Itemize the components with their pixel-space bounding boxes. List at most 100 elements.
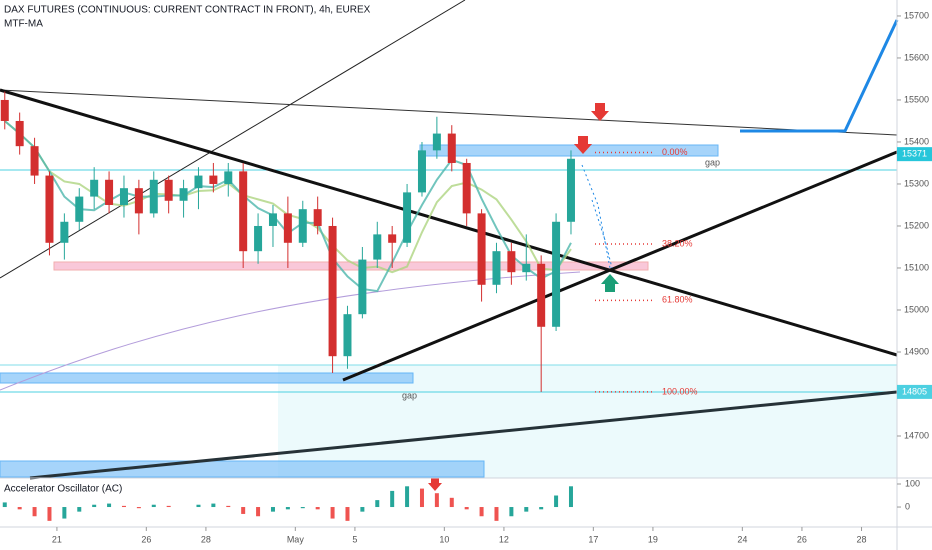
candle-body — [417, 150, 426, 193]
osc-bar — [77, 507, 82, 512]
osc-bar — [32, 507, 37, 517]
osc-bar — [375, 500, 380, 508]
candle-body — [537, 263, 546, 327]
osc-bar — [390, 490, 395, 508]
candle-body — [209, 175, 218, 184]
arrow-down — [428, 478, 442, 491]
trendline — [29, 390, 898, 480]
indicator-name: MTF-MA — [4, 19, 43, 30]
osc-bar — [419, 488, 424, 508]
osc-bar — [107, 503, 112, 508]
projection — [740, 19, 899, 133]
osc-bar — [434, 493, 439, 508]
y-tick-label: 15500 — [904, 94, 929, 104]
fib-label: 38.20% — [662, 238, 693, 248]
x-tick-label: 28 — [857, 534, 867, 544]
oscillator-title: Accelerator Oscillator (AC) — [4, 484, 122, 495]
zone — [0, 372, 414, 384]
trendline — [0, 89, 898, 136]
x-tick-label: May — [287, 534, 305, 544]
candle-body — [0, 99, 9, 121]
osc-bar — [360, 507, 365, 512]
candle-body — [358, 259, 367, 315]
y-tick-label: 15200 — [904, 220, 929, 230]
candle-body — [522, 263, 531, 273]
x-tick-label: 26 — [141, 534, 151, 544]
candle-body — [60, 221, 69, 243]
price-tag-label: 15371 — [902, 149, 927, 159]
trendline — [0, 0, 466, 279]
osc-bar — [166, 505, 171, 508]
candle-body — [105, 179, 114, 205]
osc-bar — [62, 507, 67, 519]
projection — [581, 164, 611, 269]
candle-body — [179, 188, 188, 201]
candle-body — [507, 251, 516, 273]
y-tick-label: 15600 — [904, 52, 929, 62]
arrow-down — [574, 136, 592, 154]
osc-bar — [449, 497, 454, 508]
y-tick-label: 14900 — [904, 346, 929, 356]
osc-bar — [405, 486, 410, 508]
osc-bar — [464, 507, 469, 510]
x-tick-label: 12 — [499, 534, 509, 544]
osc-bar — [47, 507, 52, 521]
candle-body — [15, 120, 24, 147]
arrow-up — [601, 274, 619, 292]
arrow-down — [591, 103, 609, 121]
osc-tick-label: 100 — [905, 478, 920, 488]
y-tick-label: 15100 — [904, 262, 929, 272]
osc-bar — [300, 507, 305, 509]
x-tick-label: 19 — [648, 534, 658, 544]
osc-bar — [285, 507, 290, 510]
zone — [0, 460, 485, 478]
candle-body — [552, 221, 561, 327]
candle-body — [134, 188, 143, 214]
osc-bar — [524, 507, 529, 512]
fib-label: 0.00% — [662, 147, 688, 157]
osc-bar — [509, 507, 514, 517]
candle-body — [432, 133, 441, 151]
candle-body — [373, 234, 382, 260]
candle-body — [30, 146, 39, 176]
osc-bar — [136, 507, 141, 509]
price-tag — [897, 384, 932, 399]
annotation: gap — [402, 390, 417, 400]
osc-bar — [568, 486, 573, 508]
candle-body — [462, 162, 471, 214]
osc-bar — [554, 495, 559, 508]
osc-bar — [494, 507, 499, 521]
candle-body — [388, 234, 397, 243]
candle-body — [566, 158, 575, 222]
price-tag-label: 14805 — [902, 386, 927, 396]
trendline — [342, 150, 898, 382]
long-ma — [0, 271, 581, 391]
x-tick-label: 17 — [588, 534, 598, 544]
candle-body — [268, 213, 277, 226]
osc-bar — [330, 507, 335, 519]
osc-bar — [315, 507, 320, 510]
osc-bar — [121, 505, 126, 508]
price-tag — [897, 147, 932, 162]
candle-body — [343, 314, 352, 357]
candle-body — [447, 133, 456, 163]
osc-bar — [17, 507, 22, 510]
osc-bar — [241, 507, 246, 514]
x-tick-label: 5 — [352, 534, 357, 544]
candle-body — [164, 179, 173, 201]
osc-tick-label: 0 — [905, 501, 910, 511]
y-tick-label: 15000 — [904, 304, 929, 314]
x-tick-label: 24 — [737, 534, 747, 544]
x-tick-label: 10 — [439, 534, 449, 544]
candle-body — [328, 225, 337, 357]
x-tick-label: 28 — [201, 534, 211, 544]
annotation: gap — [705, 157, 720, 167]
y-tick-label: 15700 — [904, 10, 929, 20]
candle-body — [90, 179, 99, 197]
candle-body — [239, 171, 248, 252]
trendline — [0, 88, 898, 357]
candle-body — [224, 171, 233, 184]
chart-title: DAX FUTURES (CONTINUOUS: CURRENT CONTRAC… — [4, 5, 371, 16]
y-tick-label: 15300 — [904, 178, 929, 188]
